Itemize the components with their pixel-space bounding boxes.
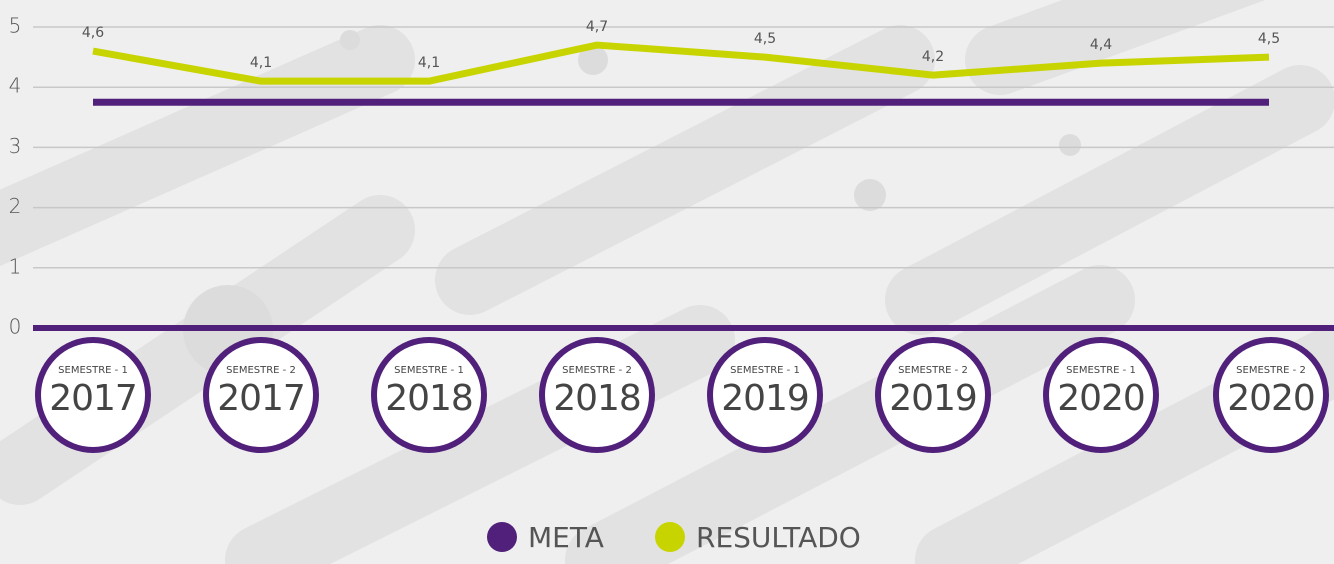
y-tick-label: 3 [9,134,22,158]
y-tick-label: 4 [9,74,22,98]
data-label: 4,1 [250,55,272,71]
data-label: 4,5 [1258,31,1280,47]
category-subtitle: SEMESTRE - 2 [226,365,296,376]
y-tick-label: 5 [9,14,22,38]
y-tick-label: 1 [9,254,22,278]
x-tick-label: 2019 [721,378,809,419]
data-label: 4,7 [586,19,608,35]
legend-marker [655,522,685,552]
data-label: 4,6 [82,25,104,41]
legend-label: META [528,521,604,554]
category-subtitle: SEMESTRE - 1 [730,365,800,376]
x-tick-label: 2017 [217,378,305,419]
category-subtitle: SEMESTRE - 1 [1066,365,1136,376]
legend-marker [487,522,517,552]
x-tick-label: 2018 [385,378,473,419]
data-label: 4,1 [418,55,440,71]
x-tick-label: 2017 [49,378,137,419]
x-tick-label: 2018 [553,378,641,419]
data-label: 4,2 [922,49,944,65]
category-subtitle: SEMESTRE - 2 [1236,365,1306,376]
x-tick-label: 2020 [1057,378,1145,419]
category-subtitle: SEMESTRE - 2 [562,365,632,376]
y-tick-label: 2 [9,194,22,218]
x-tick-label: 2020 [1227,378,1315,419]
y-tick-label: 0 [9,315,22,339]
data-label: 4,5 [754,31,776,47]
legend-label: RESULTADO [696,521,861,554]
data-label: 4,4 [1090,37,1112,53]
category-subtitle: SEMESTRE - 1 [394,365,464,376]
chart: 0 1 2 3 4 5 4,6 4,1 4,1 4,7 4,5 4,2 4,4 4,5 SEMESTRE… [0,0,1334,564]
legend: META RESULTADO [487,521,861,554]
x-tick-label: 2019 [889,378,977,419]
category-subtitle: SEMESTRE - 2 [898,365,968,376]
category-subtitle: SEMESTRE - 1 [58,365,128,376]
